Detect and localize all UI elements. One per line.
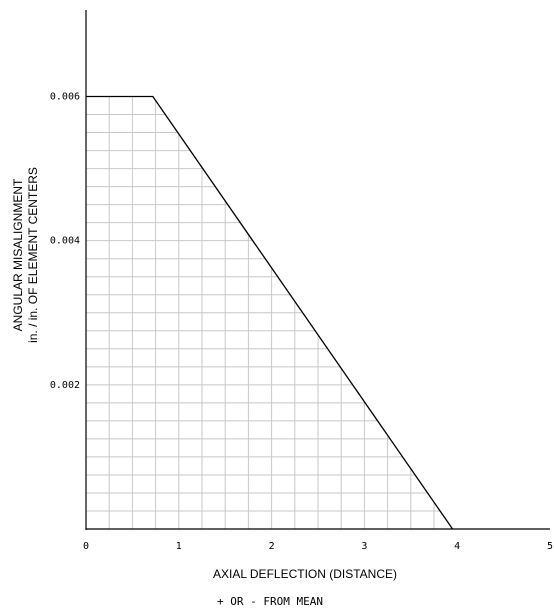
x-axis-label: AXIAL DEFLECTION (DISTANCE) [213,567,397,581]
y-axis-label-line1: ANGULAR MISALIGNMENT [11,178,25,331]
x-tick-label: 2 [269,541,275,552]
y-tick-label: 0.002 [50,380,80,391]
x-tick-label: 0 [83,541,89,552]
y-tick-labels: 0.002 0.004 0.006 [50,92,80,391]
x-axis-sublabel: + OR - FROM MEAN [217,595,323,608]
grid [86,96,441,529]
x-tick-label: 5 [547,541,553,552]
series-line [86,95,454,530]
y-axis-label-line2: in. / in. OF ELEMENT CENTERS [26,167,40,343]
y-tick-label: 0.004 [50,236,80,247]
series-layer [86,95,454,530]
x-tick-labels: 0 1 2 3 4 5 [83,541,553,552]
x-tick-label: 3 [361,541,367,552]
y-tick-label: 0.006 [50,92,80,103]
x-tick-label: 1 [176,541,182,552]
x-tick-label: 4 [454,541,460,552]
